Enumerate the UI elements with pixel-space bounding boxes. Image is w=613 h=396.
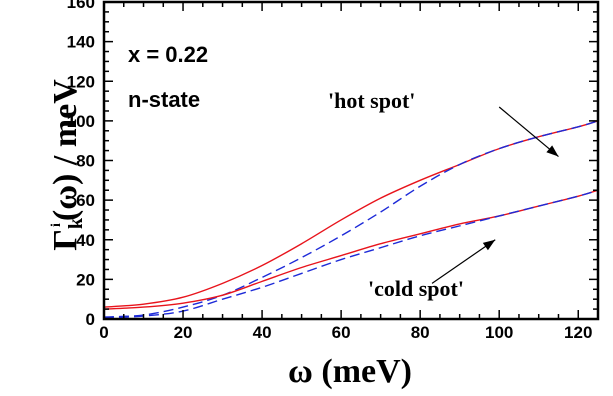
- y-tick-label: 80: [76, 152, 95, 171]
- x-tick-label: 80: [411, 323, 430, 342]
- x-tick-label: 0: [99, 323, 108, 342]
- arrow-line-1: [431, 239, 496, 284]
- y-tick-label: 40: [76, 231, 95, 250]
- state-annotation: n-state: [128, 87, 200, 112]
- y-tick-label: 140: [67, 33, 95, 52]
- x-tick-label: 20: [174, 323, 193, 342]
- y-title-tail: (ω) / meV: [47, 79, 84, 221]
- cold-spot-label: 'cold spot': [368, 276, 464, 301]
- y-title-sub: k: [65, 217, 87, 229]
- series-line-2: [103, 189, 599, 310]
- svg-text:Γki(ω) / meV: Γki (ω) / meV: [47, 79, 87, 251]
- y-axis-title: Γki (ω) / meV: [47, 79, 87, 251]
- x-value-annotation: x = 0.22: [128, 42, 208, 67]
- x-tick-label: 120: [564, 323, 592, 342]
- x-tick-label: 100: [485, 323, 513, 342]
- y-tick-label: 0: [86, 310, 95, 329]
- series-line-0: [103, 120, 599, 308]
- arrow-head-1: [482, 239, 496, 251]
- y-tick-label: 60: [76, 191, 95, 210]
- hot-spot-label: 'hot spot': [328, 88, 415, 113]
- x-tick-label: 40: [253, 323, 272, 342]
- series-line-3: [103, 189, 599, 319]
- arrows: [431, 106, 559, 284]
- arrow-line-0: [498, 106, 559, 157]
- series-line-1: [103, 120, 599, 318]
- curves: [103, 120, 599, 319]
- y-title-sup: i: [49, 223, 64, 227]
- arrow-head-0: [546, 145, 559, 157]
- y-title-main: Γ: [47, 229, 84, 251]
- y-tick-label: 120: [67, 72, 95, 91]
- ticks: 0 20 40 60 80 100 120 0 20 40 60 80 100 120 140 160: [67, 0, 599, 342]
- x-axis-title: ω (meV): [288, 353, 412, 390]
- y-tick-label: 160: [67, 0, 95, 12]
- y-tick-label: 20: [76, 270, 95, 289]
- y-tick-label: 100: [67, 112, 95, 131]
- x-tick-label: 60: [332, 323, 351, 342]
